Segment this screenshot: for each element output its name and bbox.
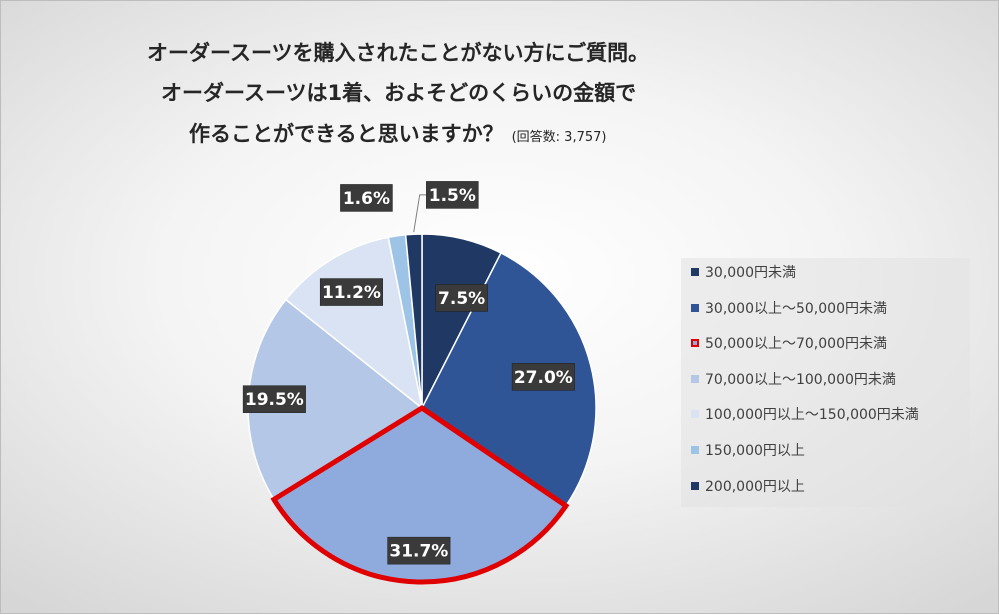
- legend-item-0: 30,000円未満: [691, 262, 796, 282]
- legend: 30,000円未満 30,000以上～50,000円未満 50,000以上～70,0…: [681, 258, 970, 507]
- data-label-6: 1.5%: [429, 186, 476, 206]
- legend-swatch-4: [691, 410, 699, 419]
- data-label-1: 27.0%: [514, 368, 573, 388]
- data-label-box-1: [511, 363, 575, 391]
- data-label-box-2: [387, 536, 451, 565]
- leader-line-6: [413, 194, 427, 233]
- data-label-box-3: [242, 385, 306, 413]
- data-label-box-0: [435, 284, 488, 312]
- pie-slice-1: [421, 251, 597, 507]
- legend-swatch-5: [691, 446, 699, 454]
- legend-item-4: 100,000円以上～150,000円未満: [691, 404, 919, 424]
- highlight-outline: [270, 405, 570, 585]
- data-label-box-5: [340, 184, 393, 212]
- chart-title-line-3-text: 作ることができると思いますか？: [189, 122, 504, 146]
- chart-title-line-1: オーダースーツを購入されたことがない方にご質問。: [147, 41, 650, 65]
- legend-swatch-3: [691, 374, 699, 383]
- legend-label-0: 30,000円未満: [705, 265, 796, 281]
- chart-title-line-2: オーダースーツは1着、およそどのくらいの金額で: [161, 81, 637, 105]
- data-label-box-6: [426, 181, 479, 209]
- legend-swatch-1: [691, 303, 699, 312]
- legend-item-6: 200,000円以上: [691, 476, 805, 496]
- legend-item-5: 150,000円以上: [691, 440, 805, 460]
- legend-item-1: 30,000以上～50,000円未満: [691, 298, 887, 318]
- legend-label-6: 200,000円以上: [705, 478, 805, 495]
- data-label-5: 1.6%: [343, 189, 390, 209]
- data-label-3: 19.5%: [245, 390, 304, 410]
- chart-title-line-3: 作ることができると思いますか？ (回答数: 3,757): [189, 118, 606, 148]
- respondent-count-note: (回答数: 3,757): [511, 130, 607, 145]
- legend-label-1: 30,000以上～50,000円未満: [705, 300, 887, 317]
- legend-label-3: 70,000以上～100,000円未満: [705, 371, 896, 388]
- legend-label-4: 100,000円以上～150,000円未満: [705, 407, 919, 424]
- pie-slice-4: [284, 236, 424, 410]
- data-label-4: 11.2%: [322, 283, 381, 303]
- legend-swatch-0: [691, 268, 699, 276]
- legend-swatch-2: [691, 339, 699, 348]
- legend-item-2: 50,000以上～70,000円未満: [691, 333, 887, 353]
- legend-label-5: 150,000円以上: [705, 443, 805, 459]
- legend-swatch-6: [691, 481, 699, 490]
- pie-slice-6: [404, 233, 423, 409]
- data-label-0: 7.5%: [438, 289, 485, 309]
- data-label-box-4: [319, 278, 383, 306]
- legend-item-3: 70,000以上～100,000円未満: [691, 369, 896, 389]
- legend-label-2: 50,000以上～70,000円未満: [705, 336, 887, 353]
- data-label-2: 31.7%: [389, 542, 448, 562]
